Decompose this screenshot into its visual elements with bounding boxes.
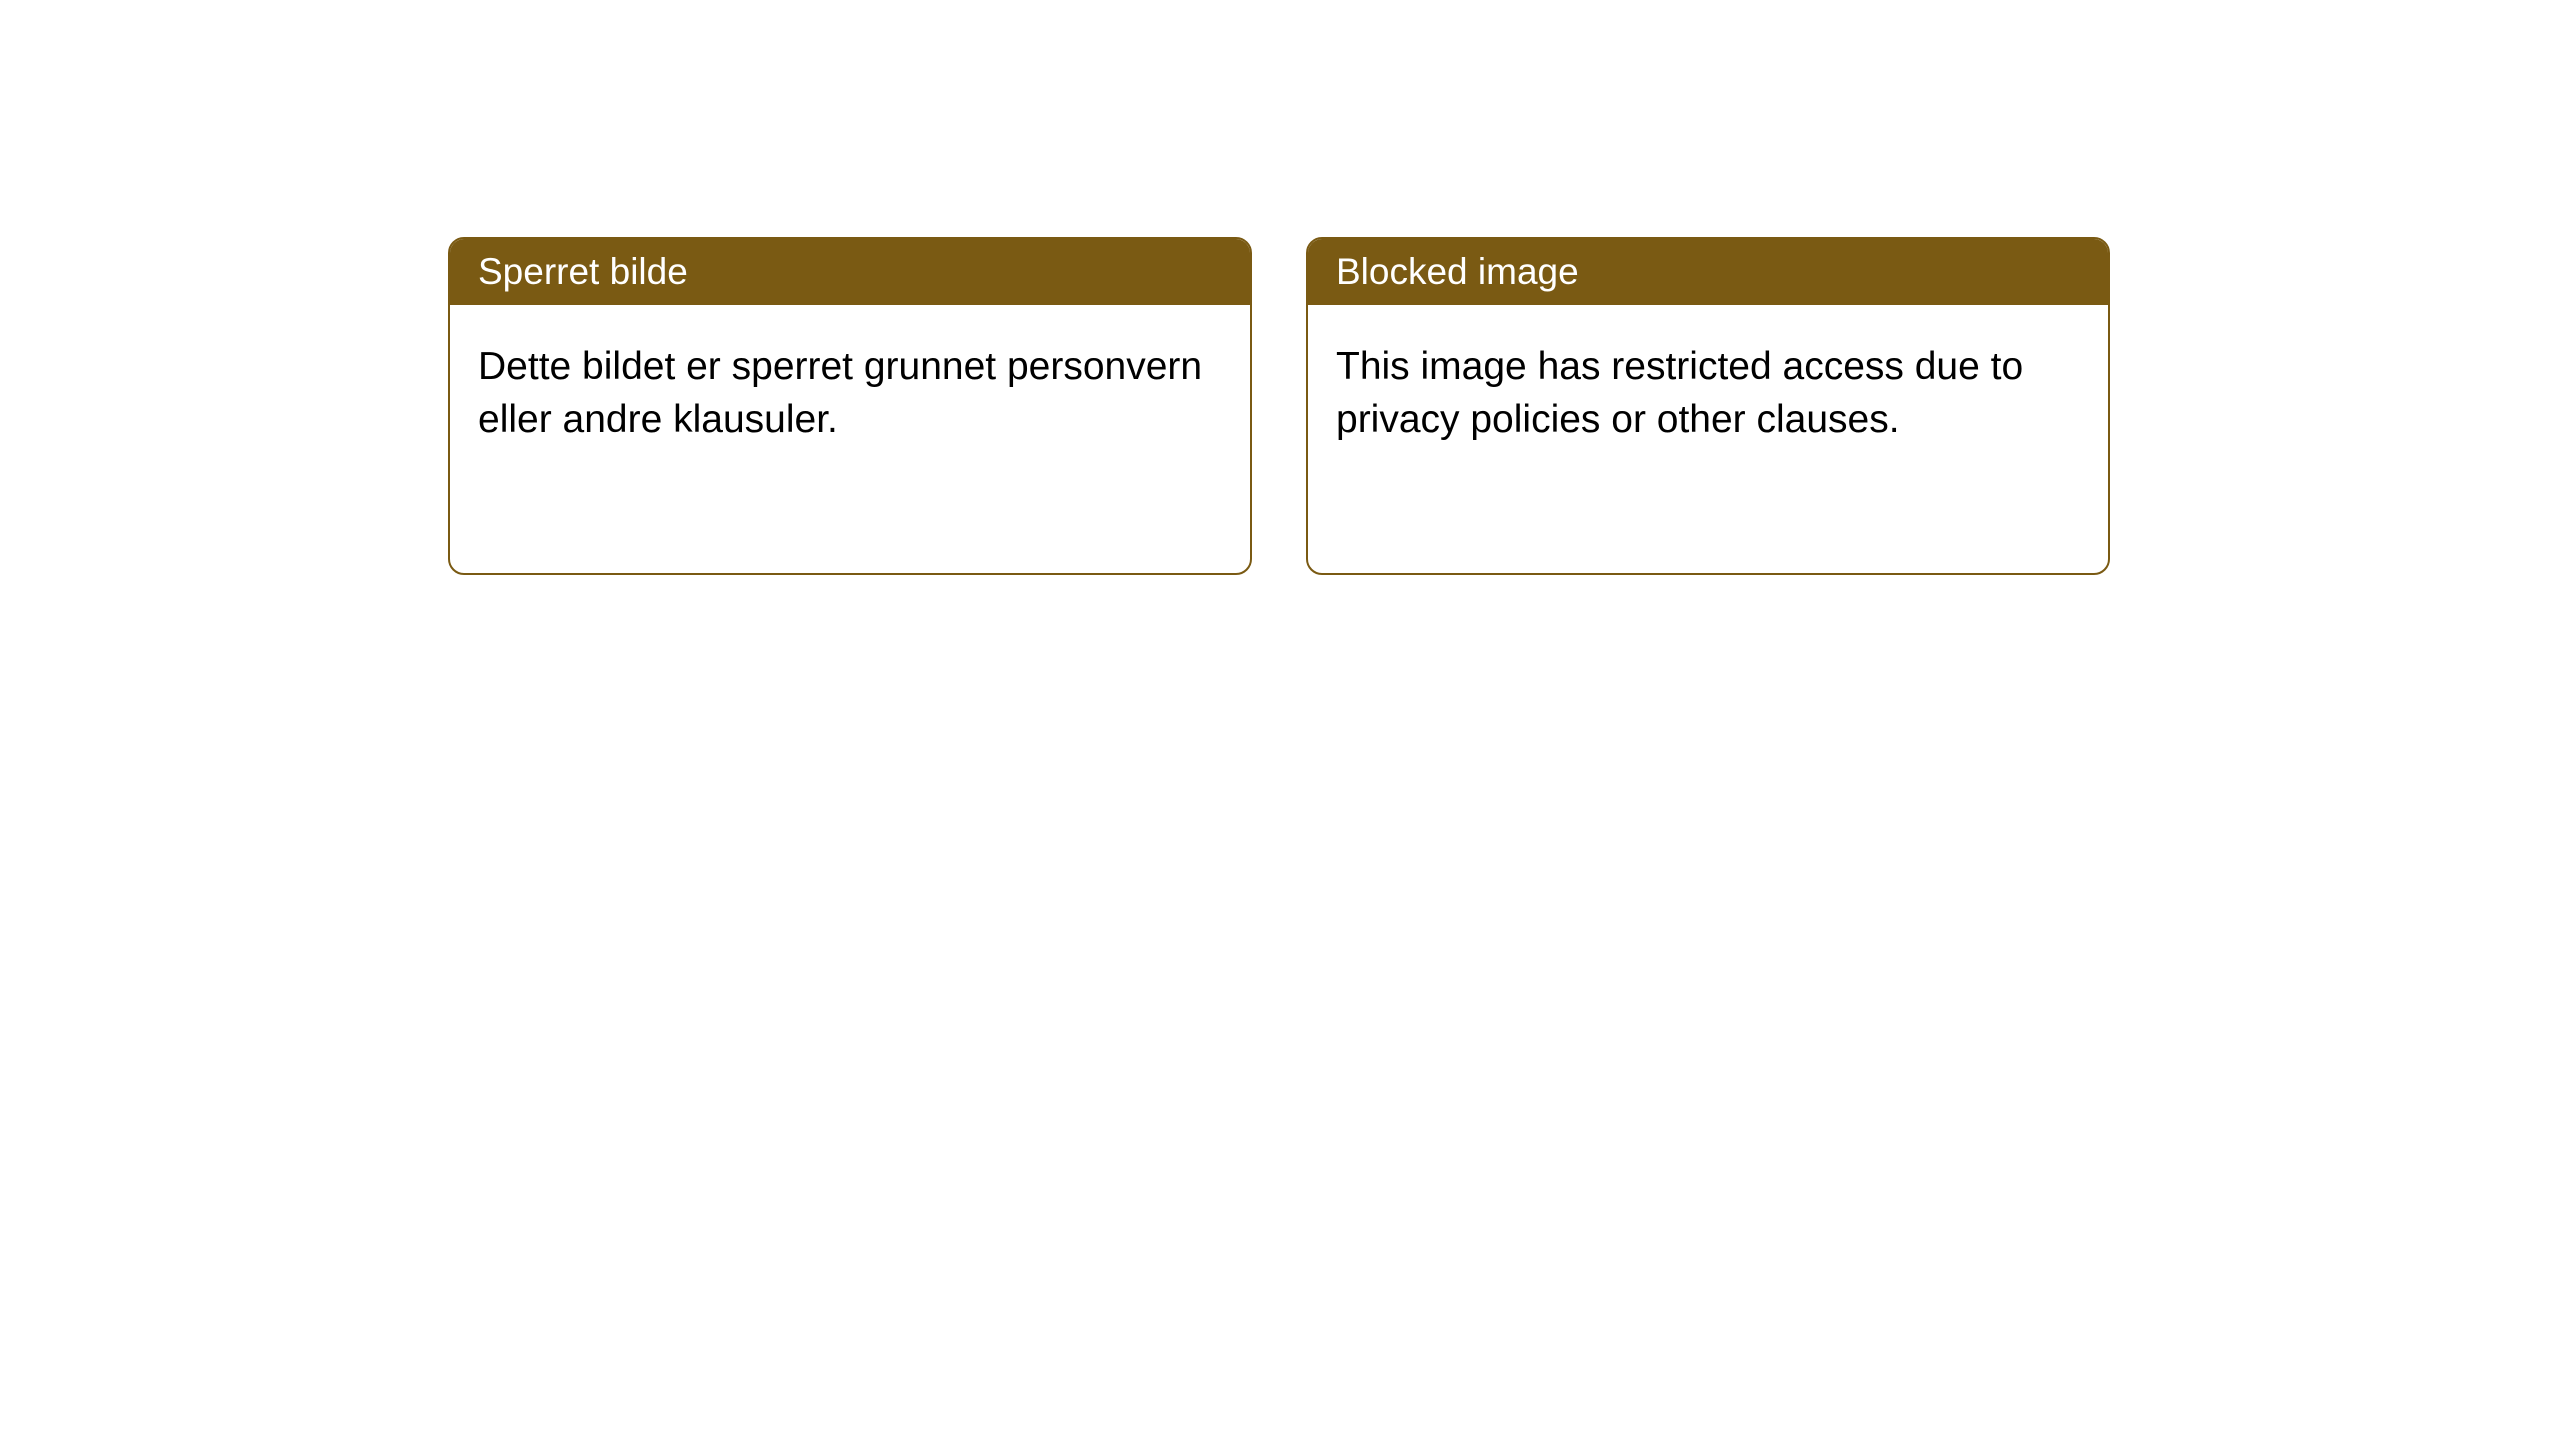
notice-title: Sperret bilde [478, 251, 688, 292]
notice-header: Blocked image [1308, 239, 2108, 305]
notice-card-norwegian: Sperret bilde Dette bildet er sperret gr… [448, 237, 1252, 575]
notice-card-english: Blocked image This image has restricted … [1306, 237, 2110, 575]
notice-message: This image has restricted access due to … [1336, 345, 2023, 441]
notice-header: Sperret bilde [450, 239, 1250, 305]
notice-title: Blocked image [1336, 251, 1579, 292]
notice-body: This image has restricted access due to … [1308, 305, 2108, 482]
notice-container: Sperret bilde Dette bildet er sperret gr… [0, 0, 2560, 575]
notice-body: Dette bildet er sperret grunnet personve… [450, 305, 1250, 482]
notice-message: Dette bildet er sperret grunnet personve… [478, 345, 1202, 441]
